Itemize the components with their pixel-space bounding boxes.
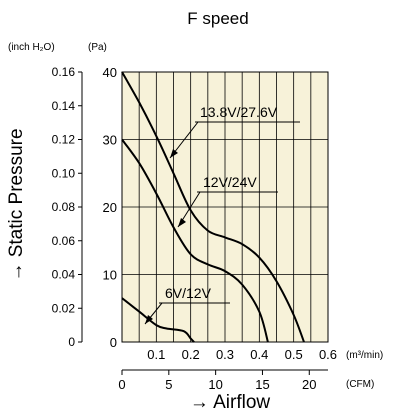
y-tick-inch: 0.04 [52,268,76,282]
x-tick-cfm: 0 [118,377,125,392]
series-line [121,71,305,343]
y-tick-pa: 40 [103,65,117,80]
series-label: 6V/12V [165,285,212,301]
y-tick-inch: 0.12 [52,133,76,147]
curves: 13.8V/27.6V 12V/24V 6V/12V [121,71,305,343]
series-label: 13.8V/27.6V [200,104,278,120]
y-tick-inch: 0.10 [52,166,76,180]
x-tick-m3: 0.5 [285,347,303,362]
series-line [121,138,269,343]
series-label-arrowhead [170,149,178,158]
y-unit-inch: (inch H₂O) [8,42,55,53]
y-axis-label: → Static Pressure [6,128,27,281]
x-tick-m3: 0.4 [250,347,268,362]
y-tick-inch: 0.06 [52,234,76,248]
x-tick-cfm: 10 [208,377,222,392]
x-unit-m3: (m³/min) [346,350,383,361]
y-tick-inch: 0.14 [52,99,76,113]
y-tick-pa: 20 [103,200,117,215]
series-line [121,297,195,343]
x-tick-m3: 0.1 [147,347,165,362]
series-label-arrowhead [178,218,186,227]
grid [122,72,328,342]
y-tick-pa: 30 [103,133,117,148]
x-tick-m3: 0.2 [182,347,200,362]
series-label: 12V/24V [203,174,257,190]
x-tick-m3: 0.3 [216,347,234,362]
x-tick-cfm: 15 [255,377,269,392]
y-unit-pa: (Pa) [88,42,107,53]
y-tick-pa: 0 [110,335,117,350]
axes: 01020304000.020.040.060.080.100.120.140.… [52,65,337,392]
x-tick-cfm: 5 [165,377,172,392]
chart-title: F speed [187,9,248,28]
x-tick-cfm: 20 [302,377,316,392]
y-tick-pa: 10 [103,268,117,283]
y-tick-inch: 0.02 [52,301,76,315]
y-tick-inch: 0.16 [52,65,76,79]
x-tick-m3: 0.6 [319,347,337,362]
y-tick-inch: 0.08 [52,200,76,214]
x-axis-label: → Airflow [190,392,271,413]
series-label-arrowhead [145,315,153,324]
x-unit-cfm: (CFM) [346,379,374,390]
y-tick-inch: 0 [68,335,75,349]
